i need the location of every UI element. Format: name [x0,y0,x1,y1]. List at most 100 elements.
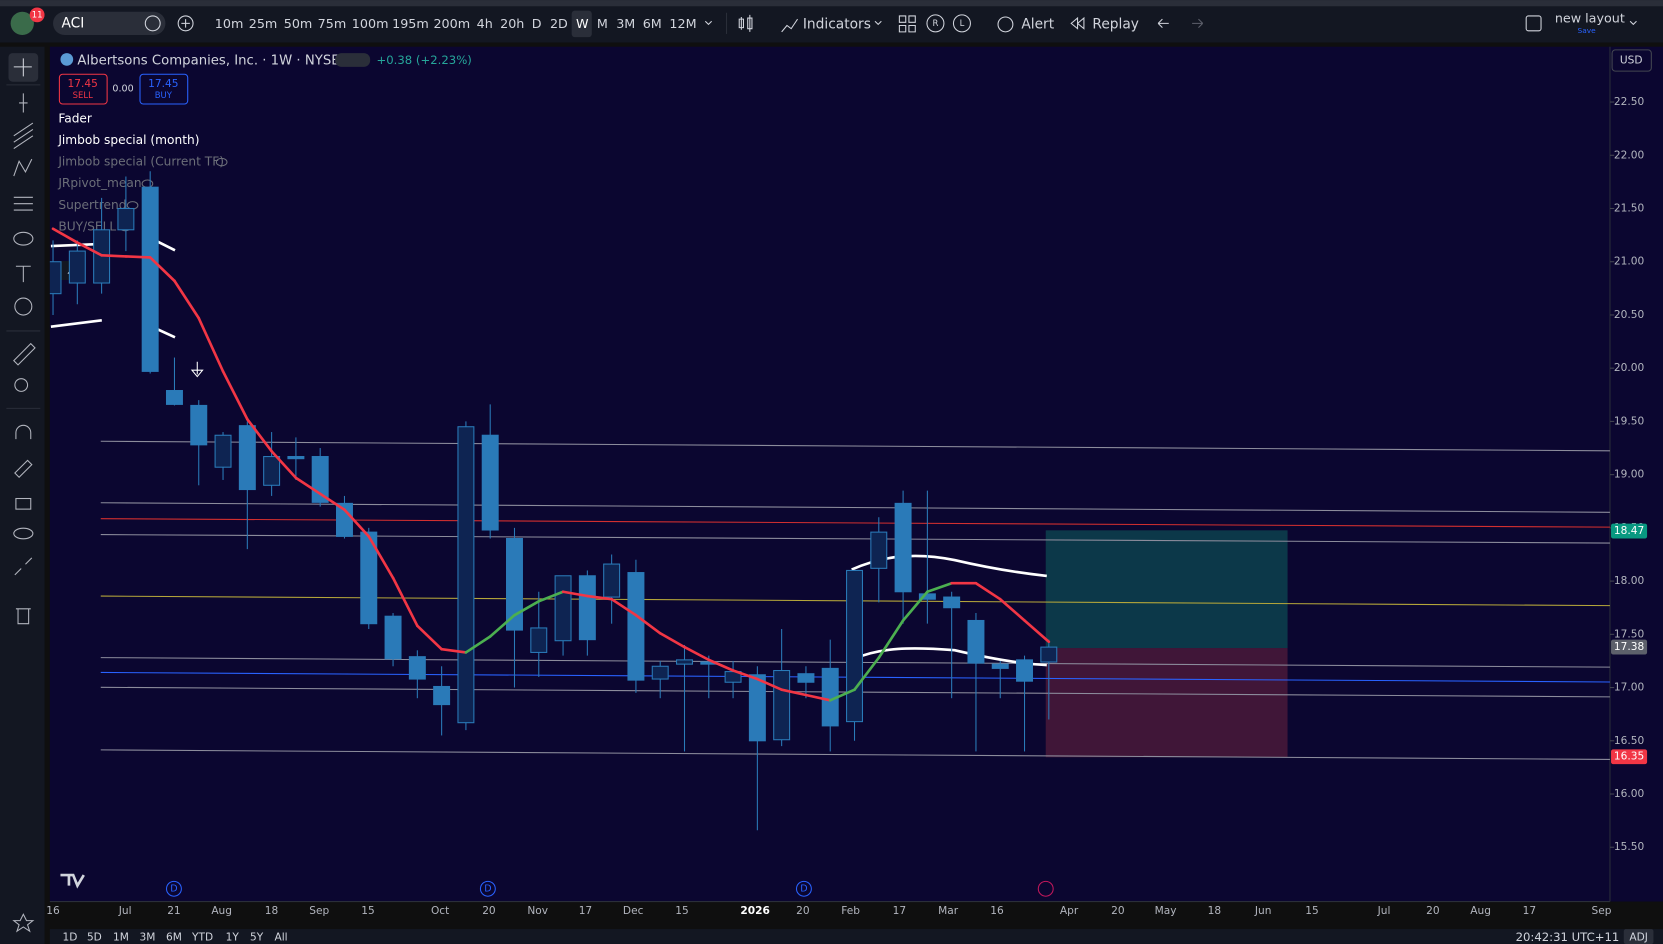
delete-tool[interactable] [15,608,31,625]
buy-button[interactable] [139,73,189,105]
interval-button[interactable]: M [597,16,608,31]
templates-icon[interactable] [898,15,916,33]
interval-button[interactable]: 3M [616,16,635,31]
candle-body [141,186,159,372]
hide-tool[interactable] [13,527,34,540]
interval-button[interactable]: 20h [500,16,524,31]
interval-button[interactable]: 25m [249,16,278,31]
interval-button[interactable]: 4h [477,16,493,31]
dropdown-icon[interactable] [874,20,882,26]
time-label: 16 [990,905,1004,917]
time-label: Sep [309,905,329,917]
left-toolbar [0,46,45,944]
draw-mode-tool[interactable] [14,459,33,479]
indicators-icon[interactable] [781,18,799,33]
range-button[interactable]: 3M [139,932,155,944]
layout-icon[interactable] [1525,15,1542,32]
forecast-tool[interactable] [13,196,33,211]
r-button[interactable] [926,14,945,33]
sell-button[interactable] [58,73,108,105]
link-tool[interactable] [14,557,33,576]
moving-average [877,619,905,660]
favorites[interactable] [12,913,35,933]
moving-average [440,647,468,654]
interval-button[interactable]: 6M [643,16,662,31]
symbol-search[interactable] [53,11,166,36]
interval-button[interactable]: 195m [392,16,429,31]
chart-type-icon[interactable] [738,14,753,32]
interval-button[interactable]: 100m [352,16,389,31]
watchlist-icon[interactable] [144,15,161,32]
notification-badge [29,7,45,23]
avatar[interactable] [10,11,34,36]
replay-icon[interactable] [1070,16,1085,30]
price-tick-label: 20.50 [1614,309,1645,321]
price-tick-label: 19.00 [1614,469,1645,481]
replay-button[interactable]: Replay [1092,16,1139,32]
interval-button[interactable]: W [576,16,589,31]
icon-tool[interactable] [14,297,33,316]
zoom-tool[interactable] [14,378,29,392]
undo-icon[interactable] [1157,18,1169,28]
magnet-tool[interactable] [15,424,32,440]
range-button[interactable]: 6M [166,932,182,944]
trend-line[interactable] [100,440,1610,452]
alert-button[interactable]: Alert [1021,16,1054,32]
l-button[interactable] [952,14,971,33]
interval-button[interactable]: 50m [284,16,313,31]
legend-title: Albertsons Companies, Inc. · 1W · NYSE [77,53,339,68]
moving-average [780,688,808,697]
interval-button[interactable]: 2D [550,16,568,31]
alert-icon[interactable] [997,16,1014,33]
dropdown-icon[interactable] [1629,20,1637,26]
dropdown-icon[interactable] [704,20,713,26]
indicator-name[interactable]: Jimbob special (month) [57,133,199,147]
indicator-name[interactable]: Fader [58,111,93,125]
text-tool[interactable] [15,265,31,283]
fib-tool[interactable] [13,122,34,149]
range-button[interactable]: 1D [63,932,78,944]
interval-button[interactable]: D [532,16,542,31]
measure-tool[interactable] [13,342,36,366]
indicator-name[interactable]: Jimbob special (Current TF) [57,155,224,169]
visibility-icon [215,157,228,167]
moving-average [270,449,298,480]
indicators-button[interactable]: Indicators [803,16,871,32]
dividend-label: D [484,883,491,894]
profit-zone[interactable] [1045,530,1288,649]
currency[interactable]: USD [1620,54,1643,66]
trend-line-tool[interactable] [19,93,28,113]
loss-zone[interactable] [1045,648,1288,758]
dividend-marker[interactable] [795,880,812,897]
range-button[interactable]: All [274,932,287,944]
l-label: L [960,18,965,28]
interval-button[interactable]: 10m [215,16,244,31]
indicator-name[interactable]: JRpivot_mean [57,176,141,190]
redo-icon[interactable] [1192,18,1204,28]
lock-tool[interactable] [15,497,32,510]
trend-line[interactable] [100,749,1610,760]
interval-button[interactable]: 12M [669,16,696,31]
range-button[interactable]: 1Y [226,932,240,944]
interval-button[interactable]: 200m [433,16,470,31]
dividend-marker[interactable] [165,880,182,897]
range-button[interactable]: 5Y [250,932,264,944]
layout-name[interactable]: new layout [1555,11,1625,26]
currency-select[interactable] [1611,49,1652,72]
dividend-marker[interactable] [479,880,496,897]
range-button[interactable]: YTD [191,932,213,944]
compare-icon[interactable] [177,15,194,32]
range-button[interactable]: 1M [113,932,129,944]
time-label: 20 [1111,905,1125,917]
moving-average [367,535,395,580]
indicator-name[interactable]: Supertrend [58,198,126,212]
earnings-marker[interactable] [1037,880,1054,897]
time-label: 17 [579,905,592,917]
range-button[interactable]: 5D [87,932,102,944]
interval-button[interactable]: 75m [318,16,347,31]
shape-tool[interactable] [13,231,34,246]
candle-body [943,596,961,609]
adj-button[interactable] [1623,929,1654,944]
pattern-tool[interactable] [13,158,33,177]
symbol[interactable]: ACI [62,15,85,31]
